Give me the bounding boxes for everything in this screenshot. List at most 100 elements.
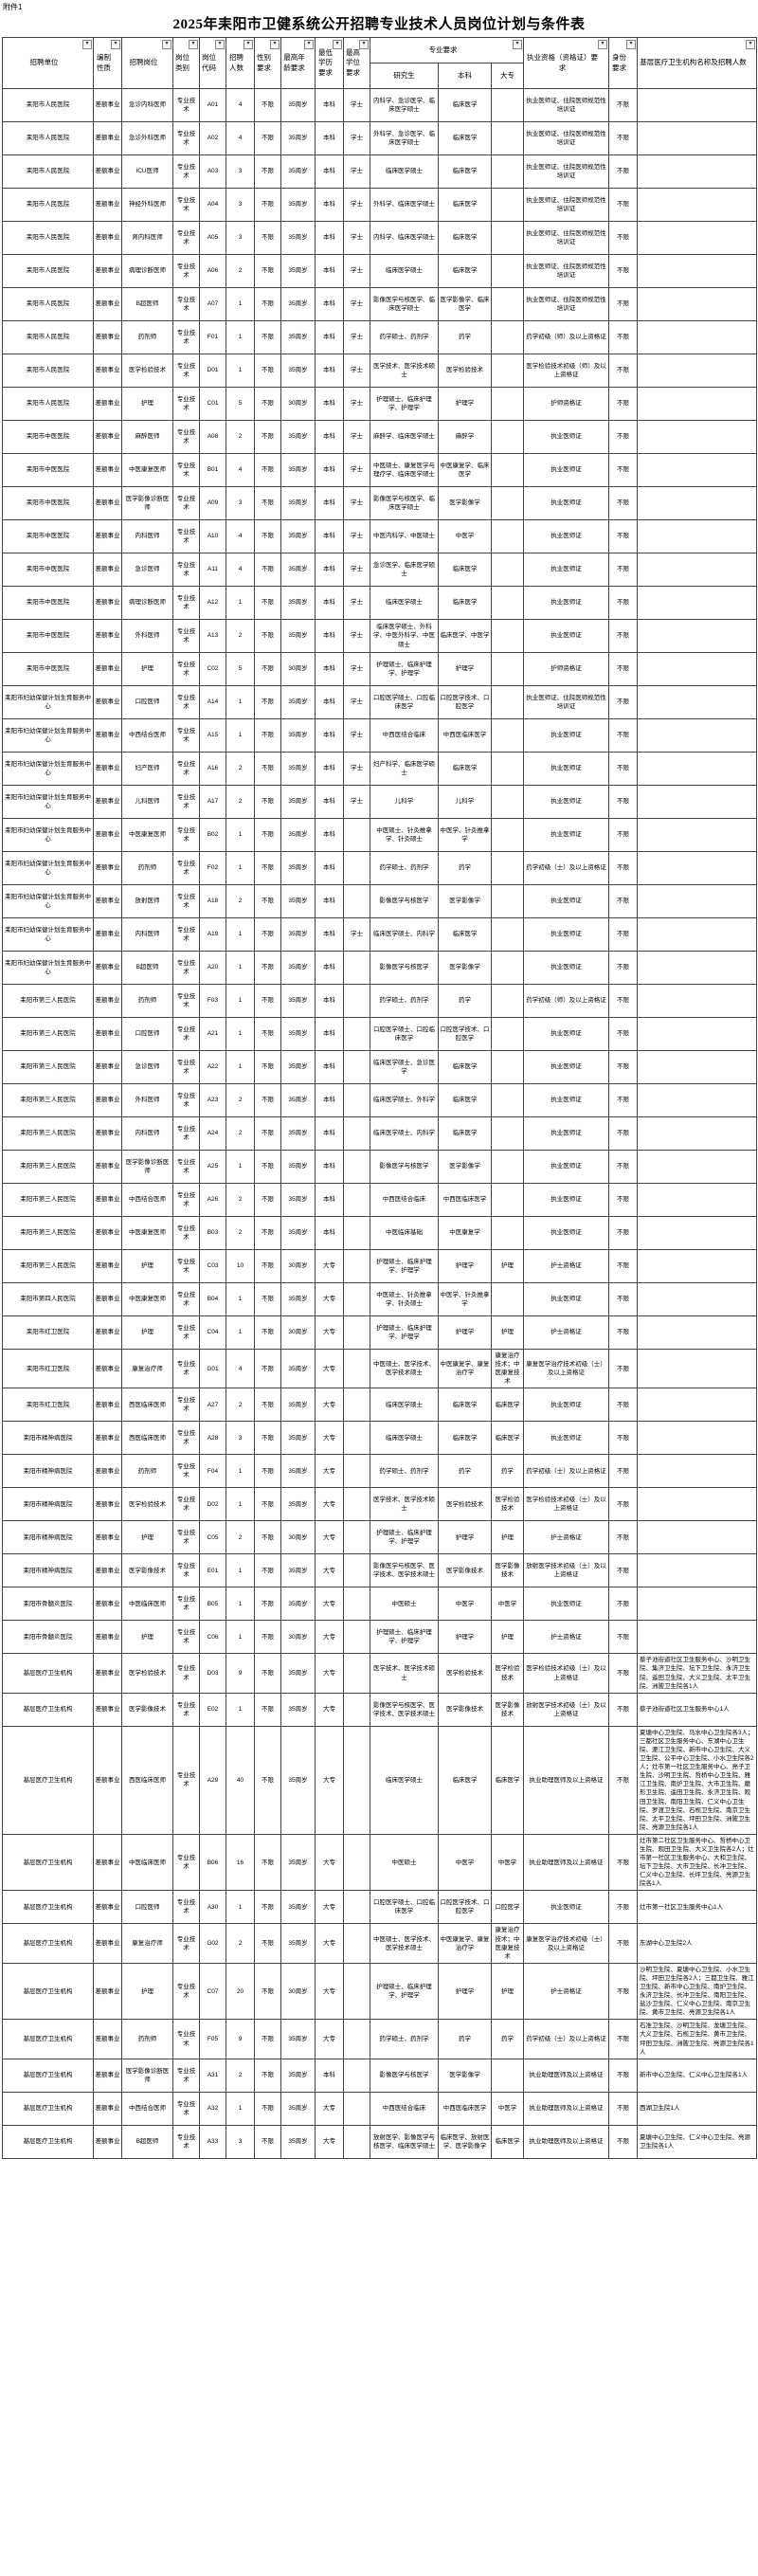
cell-grad: 中医硕士、医学技术、医学技术硕士 xyxy=(370,1348,439,1389)
column-header-identity: 身份要求 ▾ xyxy=(608,37,639,89)
cell-qualification: 执业医师证、住院医师规范性培训证 xyxy=(523,88,610,122)
cell-code: C03 xyxy=(199,1249,226,1283)
cell-count: 1 xyxy=(226,917,255,952)
cell-qualification: 执业医师证 xyxy=(523,951,610,985)
cell-nature: 差额事业 xyxy=(93,1116,122,1151)
column-header-unit: 招聘单位 ▾ xyxy=(2,37,94,89)
cell-count: 3 xyxy=(226,154,255,189)
cell-unit: 耒阳市中医医院 xyxy=(2,586,94,620)
cell-unit: 耒阳市人民医院 xyxy=(2,154,94,189)
cell-age: 35周岁 xyxy=(280,121,316,155)
column-header-age: 最高年龄要求 ▾ xyxy=(280,37,316,89)
cell-bachelor: 中医学 xyxy=(438,1833,492,1892)
cell-grad: 妇产科学、临床医学硕士 xyxy=(370,752,439,786)
cell-degree xyxy=(343,1692,370,1727)
cell-post: 中西结合医师 xyxy=(121,1183,173,1217)
cell-degree: 学士 xyxy=(343,453,370,487)
filter-dropdown-icon[interactable]: ▾ xyxy=(626,40,637,49)
table-row: 基层医疗卫生机构 差额事业 医学影像技术 专业技术 E02 1 不限 35周岁 大专 影像医学与核… xyxy=(2,1692,758,1727)
cell-college: 护理 xyxy=(490,1315,525,1350)
cell-unit: 耒阳市精神病医院 xyxy=(2,1454,94,1489)
cell-nature: 差额事业 xyxy=(93,519,122,553)
cell-degree xyxy=(343,1050,370,1084)
cell-age: 35周岁 xyxy=(280,1454,316,1489)
cell-grad: 影像医学与核医学、医学技术、医学技术硕士 xyxy=(370,1553,439,1588)
filter-dropdown-icon[interactable]: ▾ xyxy=(270,40,280,49)
cell-edu: 本科 xyxy=(315,718,344,753)
filter-dropdown-icon[interactable]: ▾ xyxy=(304,40,314,49)
cell-college xyxy=(490,553,525,587)
cell-gender: 不限 xyxy=(254,1620,281,1655)
cell-post: 病理诊断医师 xyxy=(121,586,173,620)
cell-edu: 大专 xyxy=(315,1620,344,1655)
cell-bachelor: 中西医临床医学 xyxy=(438,2091,492,2126)
cell-count: 2 xyxy=(226,1923,255,1964)
filter-dropdown-icon[interactable]: ▾ xyxy=(598,40,608,49)
filter-dropdown-icon[interactable]: ▾ xyxy=(162,40,171,49)
cell-grad: 影像医学与核医学 xyxy=(370,2058,439,2093)
cell-age: 30周岁 xyxy=(280,1520,316,1555)
cell-degree xyxy=(343,1388,370,1423)
cell-age: 35周岁 xyxy=(280,1833,316,1892)
filter-dropdown-icon[interactable]: ▾ xyxy=(746,40,756,49)
cell-edu: 本科 xyxy=(315,1216,344,1250)
cell-nature: 差额事业 xyxy=(93,1348,122,1389)
filter-dropdown-icon[interactable]: ▾ xyxy=(513,40,523,49)
cell-age: 35周岁 xyxy=(280,188,316,222)
cell-unit: 耒阳市人民医院 xyxy=(2,121,94,155)
cell-grassroots xyxy=(637,1216,758,1250)
cell-grassroots xyxy=(637,1388,758,1423)
cell-nature: 差额事业 xyxy=(93,1454,122,1489)
cell-code: A27 xyxy=(199,1388,226,1423)
table-row: 基层医疗卫生机构 差额事业 中西结合医师 专业技术 A32 1 不限 35周岁 大专 中西医结合临… xyxy=(2,2091,758,2126)
cell-count: 2 xyxy=(226,752,255,786)
cell-age: 35周岁 xyxy=(280,2019,316,2059)
filter-dropdown-icon[interactable]: ▾ xyxy=(244,40,253,49)
filter-dropdown-icon[interactable]: ▾ xyxy=(111,40,120,49)
column-header-qualification: 执业资格（资格证）要求 ▾ xyxy=(523,37,610,89)
cell-gender: 不限 xyxy=(254,1388,281,1423)
cell-qualification: 执业医师证 xyxy=(523,1216,610,1250)
cell-post: 药剂师 xyxy=(121,984,173,1018)
cell-gender: 不限 xyxy=(254,154,281,189)
cell-age: 30周岁 xyxy=(280,1962,316,2021)
cell-nature: 差额事业 xyxy=(93,553,122,587)
cell-edu: 本科 xyxy=(315,785,344,819)
cell-identity: 不限 xyxy=(608,1348,639,1389)
cell-edu: 大专 xyxy=(315,1833,344,1892)
cell-identity: 不限 xyxy=(608,354,639,388)
cell-category: 专业技术 xyxy=(172,1725,200,1835)
cell-identity: 不限 xyxy=(608,586,639,620)
cell-post: 中西结合医师 xyxy=(121,718,173,753)
cell-unit: 耒阳市红卫医院 xyxy=(2,1348,94,1389)
cell-age: 35周岁 xyxy=(280,2124,316,2159)
cell-edu: 大专 xyxy=(315,2124,344,2159)
cell-count: 9 xyxy=(226,2019,255,2059)
table-row: 耒阳市中医医院 差额事业 急诊医师 专业技术 A11 4 不限 35周岁 本科 学士 急诊医学、临床… xyxy=(2,553,758,587)
filter-dropdown-icon[interactable]: ▾ xyxy=(359,40,369,49)
table-row: 耒阳市妇幼保健计划生育服务中心 差额事业 放射医师 专业技术 A18 2 不限 35周岁 本科影… xyxy=(2,884,758,918)
cell-degree xyxy=(343,1833,370,1892)
filter-dropdown-icon[interactable]: ▾ xyxy=(82,40,92,49)
filter-dropdown-icon[interactable]: ▾ xyxy=(189,40,198,49)
table-row: 基层医疗卫生机构 差额事业 医学影像诊断医师 专业技术 A31 2 不限 35周岁 本科 影像医学… xyxy=(2,2058,758,2093)
cell-nature: 差额事业 xyxy=(93,453,122,487)
cell-grassroots xyxy=(637,1620,758,1655)
cell-grassroots xyxy=(637,1487,758,1522)
cell-grad: 口腔医学硕士、口腔临床医学 xyxy=(370,1890,439,1925)
cell-category: 专业技术 xyxy=(172,785,200,819)
cell-count: 1 xyxy=(226,718,255,753)
cell-identity: 不限 xyxy=(608,2091,639,2126)
cell-gender: 不限 xyxy=(254,221,281,255)
cell-age: 30周岁 xyxy=(280,1249,316,1283)
cell-age: 35周岁 xyxy=(280,984,316,1018)
cell-post: 外科医师 xyxy=(121,619,173,653)
cell-age: 35周岁 xyxy=(280,453,316,487)
cell-identity: 不限 xyxy=(608,1216,639,1250)
cell-unit: 耒阳市第三人民医院 xyxy=(2,1216,94,1250)
filter-dropdown-icon[interactable]: ▾ xyxy=(215,40,225,49)
cell-unit: 耒阳市妇幼保健计划生育服务中心 xyxy=(2,685,94,719)
filter-dropdown-icon[interactable]: ▾ xyxy=(333,40,342,49)
cell-unit: 基层医疗卫生机构 xyxy=(2,1923,94,1964)
table-row: 基层医疗卫生机构 差额事业 西医临床医师 专业技术 A29 40 不限 35周岁 大专 临床医学硕… xyxy=(2,1725,758,1835)
